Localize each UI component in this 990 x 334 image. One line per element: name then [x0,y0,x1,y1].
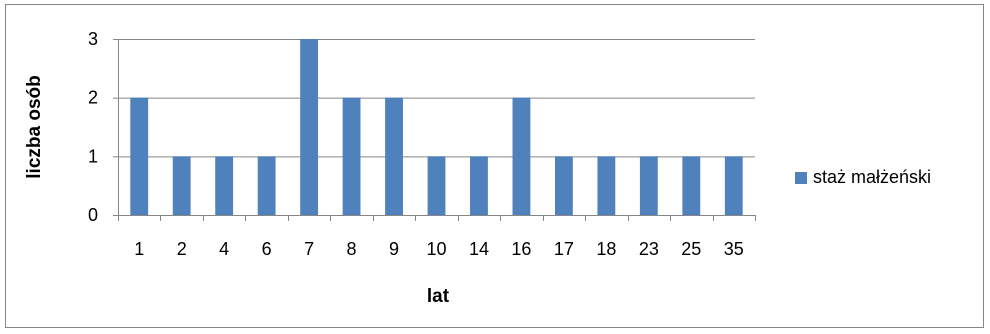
bar [257,156,276,215]
axes [113,39,756,221]
bar [427,156,446,215]
y-tick-label: 1 [88,146,98,166]
bar [470,156,488,215]
legend-swatch [795,172,807,184]
bar [724,156,743,215]
bar [300,39,319,215]
x-tick-label: 6 [262,239,272,259]
x-tick-label: 25 [681,239,701,259]
bar [512,97,531,215]
y-tick-label: 0 [88,205,98,225]
x-tick-label: 35 [724,239,744,259]
x-tick-label: 16 [511,239,531,259]
legend-label: staż małżeński [813,167,931,187]
x-tick-label: 4 [219,239,229,259]
bar [215,156,234,215]
bar [639,156,658,215]
x-tick-label: 10 [426,239,446,259]
y-axis-title: liczba osób [24,75,45,178]
bar [554,156,573,215]
x-tick-label: 23 [639,239,659,259]
x-tick-label: 2 [177,239,187,259]
x-tick-label: 9 [389,239,399,259]
x-tick-label: 14 [469,239,489,259]
legend: staż małżeński [795,167,931,187]
x-axis-title: lat [427,286,450,307]
bars [130,39,743,215]
bar [682,156,701,215]
chart-border [5,4,984,328]
bar [385,97,403,215]
x-tick-label: 18 [596,239,616,259]
x-tick-label: 17 [554,239,574,259]
bar [130,97,149,215]
y-tick-label: 3 [88,29,98,49]
bar [342,97,361,215]
x-tick-label: 8 [347,239,357,259]
x-tick-label: 1 [134,239,144,259]
bar [172,156,191,215]
bar [597,156,616,215]
x-tick-label: 7 [304,239,314,259]
y-tick-label: 2 [88,88,98,108]
